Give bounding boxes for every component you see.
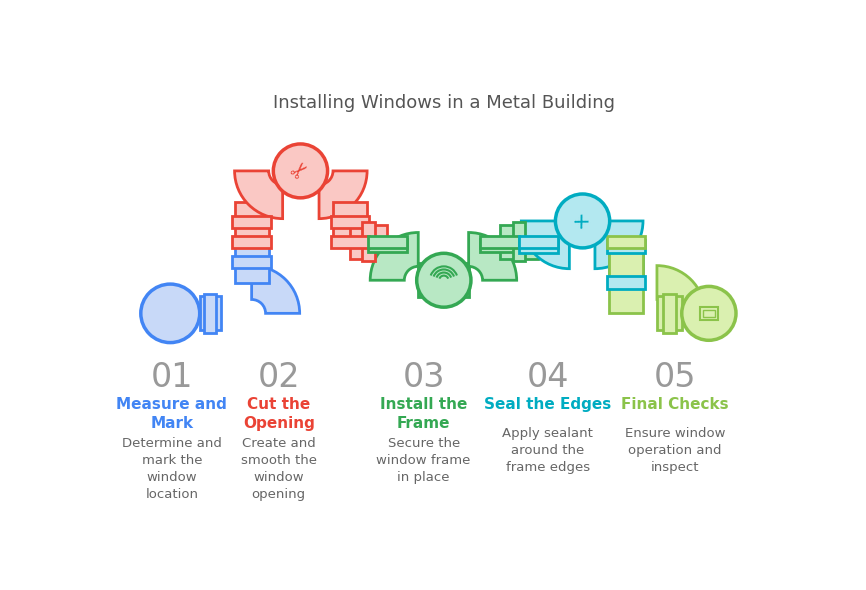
Bar: [363, 222, 375, 261]
Text: Create and
smooth the
window
opening: Create and smooth the window opening: [241, 437, 317, 502]
Text: Install the
Frame: Install the Frame: [380, 397, 468, 431]
Bar: [482, 242, 517, 250]
Bar: [368, 235, 407, 248]
Circle shape: [141, 284, 200, 343]
Wedge shape: [469, 232, 517, 280]
Bar: [481, 235, 519, 248]
Wedge shape: [319, 171, 367, 219]
Circle shape: [417, 253, 471, 307]
Wedge shape: [252, 266, 300, 313]
Text: Determine and
mark the
window
location: Determine and mark the window location: [122, 437, 222, 502]
Bar: [331, 235, 370, 248]
Bar: [282, 154, 319, 188]
Bar: [333, 202, 367, 242]
Bar: [606, 240, 645, 253]
Bar: [350, 225, 387, 258]
Wedge shape: [657, 266, 705, 313]
Bar: [700, 307, 718, 320]
Text: Final Checks: Final Checks: [621, 397, 728, 412]
Bar: [370, 242, 404, 250]
Text: Secure the
window frame
in place: Secure the window frame in place: [377, 437, 471, 484]
Circle shape: [682, 286, 736, 340]
Bar: [204, 294, 216, 333]
Bar: [368, 240, 407, 252]
Circle shape: [274, 144, 327, 198]
Bar: [331, 215, 370, 228]
Text: 05: 05: [654, 360, 696, 394]
Bar: [663, 294, 675, 333]
Bar: [606, 276, 645, 289]
Bar: [418, 263, 469, 297]
Bar: [294, 152, 307, 190]
Bar: [513, 222, 525, 261]
Text: Measure and
Mark: Measure and Mark: [116, 397, 227, 431]
Text: 02: 02: [257, 360, 300, 394]
Bar: [609, 242, 643, 313]
Bar: [235, 202, 268, 242]
Circle shape: [555, 194, 610, 248]
Bar: [569, 204, 595, 238]
Bar: [519, 235, 558, 248]
Bar: [232, 235, 271, 248]
Bar: [521, 242, 555, 252]
Bar: [437, 261, 450, 300]
Text: Seal the Edges: Seal the Edges: [484, 397, 611, 412]
Bar: [609, 252, 643, 283]
Bar: [235, 242, 268, 283]
Bar: [481, 240, 519, 252]
Text: 01: 01: [151, 360, 193, 394]
Text: Installing Windows in a Metal Building: Installing Windows in a Metal Building: [273, 94, 615, 112]
Text: ✕: ✕: [570, 208, 595, 234]
Bar: [577, 202, 589, 240]
Text: 04: 04: [527, 360, 569, 394]
Text: Cut the
Opening: Cut the Opening: [242, 397, 314, 431]
Text: Ensure window
operation and
inspect: Ensure window operation and inspect: [624, 427, 725, 474]
Wedge shape: [370, 232, 418, 280]
Bar: [200, 296, 221, 330]
Text: 03: 03: [403, 360, 445, 394]
Bar: [232, 255, 271, 268]
Wedge shape: [595, 221, 643, 268]
Text: Apply sealant
around the
frame edges: Apply sealant around the frame edges: [502, 427, 593, 474]
Wedge shape: [521, 221, 569, 268]
Text: ✂: ✂: [287, 158, 314, 185]
Bar: [606, 235, 645, 248]
Bar: [232, 215, 271, 228]
Bar: [519, 240, 558, 253]
Wedge shape: [235, 171, 282, 219]
Bar: [657, 296, 682, 330]
Bar: [702, 310, 715, 317]
Bar: [500, 225, 539, 258]
